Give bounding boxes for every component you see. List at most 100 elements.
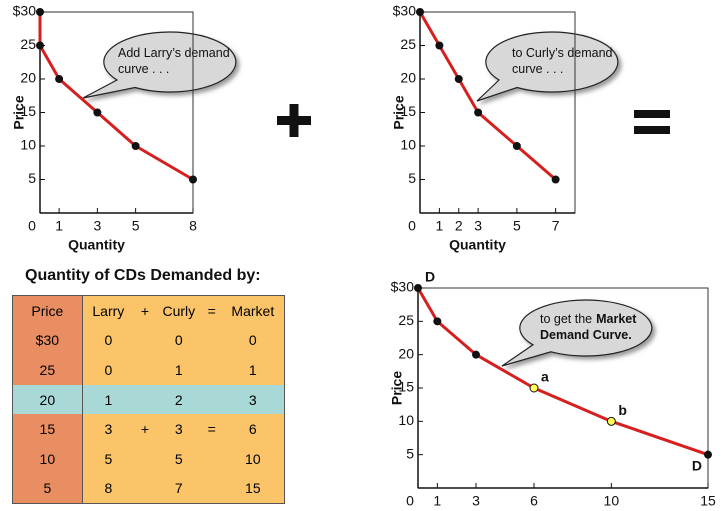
x-tick-label: 1: [433, 493, 441, 509]
table-cell: 0: [82, 355, 134, 385]
x-tick-label: 3: [474, 218, 482, 234]
table-cell: =: [201, 414, 222, 444]
x-axis-label: Quantity: [68, 237, 125, 253]
y-axis-label: Price: [11, 95, 27, 129]
table-cell: Larry: [82, 295, 134, 326]
y-tick-label: $30: [391, 279, 415, 295]
x-tick-label: 15: [700, 493, 716, 509]
callout-bubble: [82, 31, 237, 99]
callout-bubble: [476, 31, 619, 102]
y-tick-label: 15: [20, 103, 36, 119]
x-tick-label: 0: [408, 218, 416, 234]
y-tick-label: $30: [393, 3, 417, 19]
table-cell: 8: [82, 473, 134, 504]
y-tick-label: 20: [400, 70, 416, 86]
data-point: [474, 108, 483, 117]
y-tick-label: 5: [408, 170, 416, 186]
data-point: [55, 75, 64, 83]
data-point: [454, 75, 463, 83]
table-cell: 5: [82, 443, 134, 474]
table-cell: 0: [155, 325, 202, 356]
callout-text: curve . . .: [118, 62, 169, 76]
x-tick-label: 7: [552, 218, 560, 234]
table-cell: 1: [221, 355, 285, 385]
callout-segment: curve . . .: [118, 62, 169, 76]
y-tick-label: 10: [20, 137, 36, 153]
curve-label: D: [692, 457, 702, 473]
y-tick-label: 20: [398, 345, 414, 361]
x-tick-label: 5: [513, 218, 521, 234]
table-cell: 1: [82, 384, 134, 415]
y-axis-label: Price: [391, 95, 407, 129]
data-point: [416, 8, 424, 16]
table-row: $30 0 0 0: [12, 325, 285, 356]
table-cell: [134, 325, 156, 356]
table-row: 5 8 7 15: [12, 473, 285, 504]
data-point: [551, 175, 560, 184]
table-cell: $30: [12, 325, 83, 356]
x-tick-label: 0: [406, 493, 414, 509]
table-cell: [201, 384, 222, 415]
data-point: [529, 383, 539, 393]
table-cell: 15: [12, 414, 83, 444]
callout-text: Add Larry’s demand: [118, 46, 230, 60]
equals-sign: [634, 110, 670, 134]
callout-segment: curve . . .: [512, 62, 563, 76]
point-label: b: [618, 402, 627, 418]
table-row: 25 0 1 1: [12, 355, 285, 385]
x-tick-label: 6: [530, 493, 538, 509]
table-cell: +: [134, 414, 156, 444]
demand-curve: [418, 11, 557, 181]
data-point: [131, 142, 140, 150]
data-point: [606, 416, 616, 426]
y-tick-label: 25: [400, 36, 416, 52]
callout-segment: Add Larry’s demand: [118, 46, 230, 60]
data-point: [433, 317, 442, 326]
table-cell: 3: [221, 384, 285, 415]
x-tick-label: 1: [55, 218, 63, 234]
callout-text: Demand Curve.: [540, 328, 632, 342]
table-row: Price Larry + Curly = Market: [12, 295, 285, 326]
y-tick-label: 20: [20, 70, 36, 86]
table-row: 10 5 5 10: [12, 443, 285, 474]
data-point: [704, 450, 712, 459]
table-cell: 3: [155, 414, 202, 444]
callout-text: to get the Market: [540, 312, 637, 326]
x-tick-label: 5: [132, 218, 140, 234]
y-tick-label: $30: [13, 3, 37, 19]
y-tick-label: 10: [398, 412, 414, 428]
table-cell: [134, 443, 156, 474]
demand-curve: [38, 12, 194, 181]
data-point: [36, 8, 44, 16]
table-cell: =: [201, 295, 222, 326]
data-point: [414, 284, 422, 292]
table-cell: 1: [155, 355, 202, 385]
plus-sign: [277, 104, 311, 137]
table-cell: 0: [82, 325, 134, 356]
table-title: Quantity of CDs Demanded by:: [25, 267, 261, 284]
x-tick-label: 0: [28, 218, 36, 234]
table-cell: 15: [221, 473, 285, 504]
x-tick-label: 3: [93, 218, 101, 234]
table-cell: +: [134, 295, 156, 326]
table-cell: 0: [221, 325, 285, 356]
y-tick-label: 15: [400, 103, 416, 119]
callout-segment: Market: [596, 312, 637, 326]
callout-bubble: [501, 299, 653, 367]
table-cell: [201, 325, 222, 356]
table-cell: [134, 384, 156, 415]
y-tick-label: 25: [398, 312, 414, 328]
y-tick-label: 10: [400, 137, 416, 153]
table-row: 15 3 +3 = 6: [12, 414, 285, 444]
callout-segment: to get the: [540, 312, 592, 326]
x-axis-label: Quantity: [449, 237, 506, 253]
data-point: [435, 41, 444, 50]
table-cell: 10: [221, 443, 285, 474]
callout-segment: Demand Curve.: [540, 328, 632, 342]
table-cell: 10: [12, 443, 83, 474]
x-tick-label: 10: [604, 493, 620, 509]
x-tick-label: 3: [472, 493, 480, 509]
data-point: [93, 108, 102, 117]
